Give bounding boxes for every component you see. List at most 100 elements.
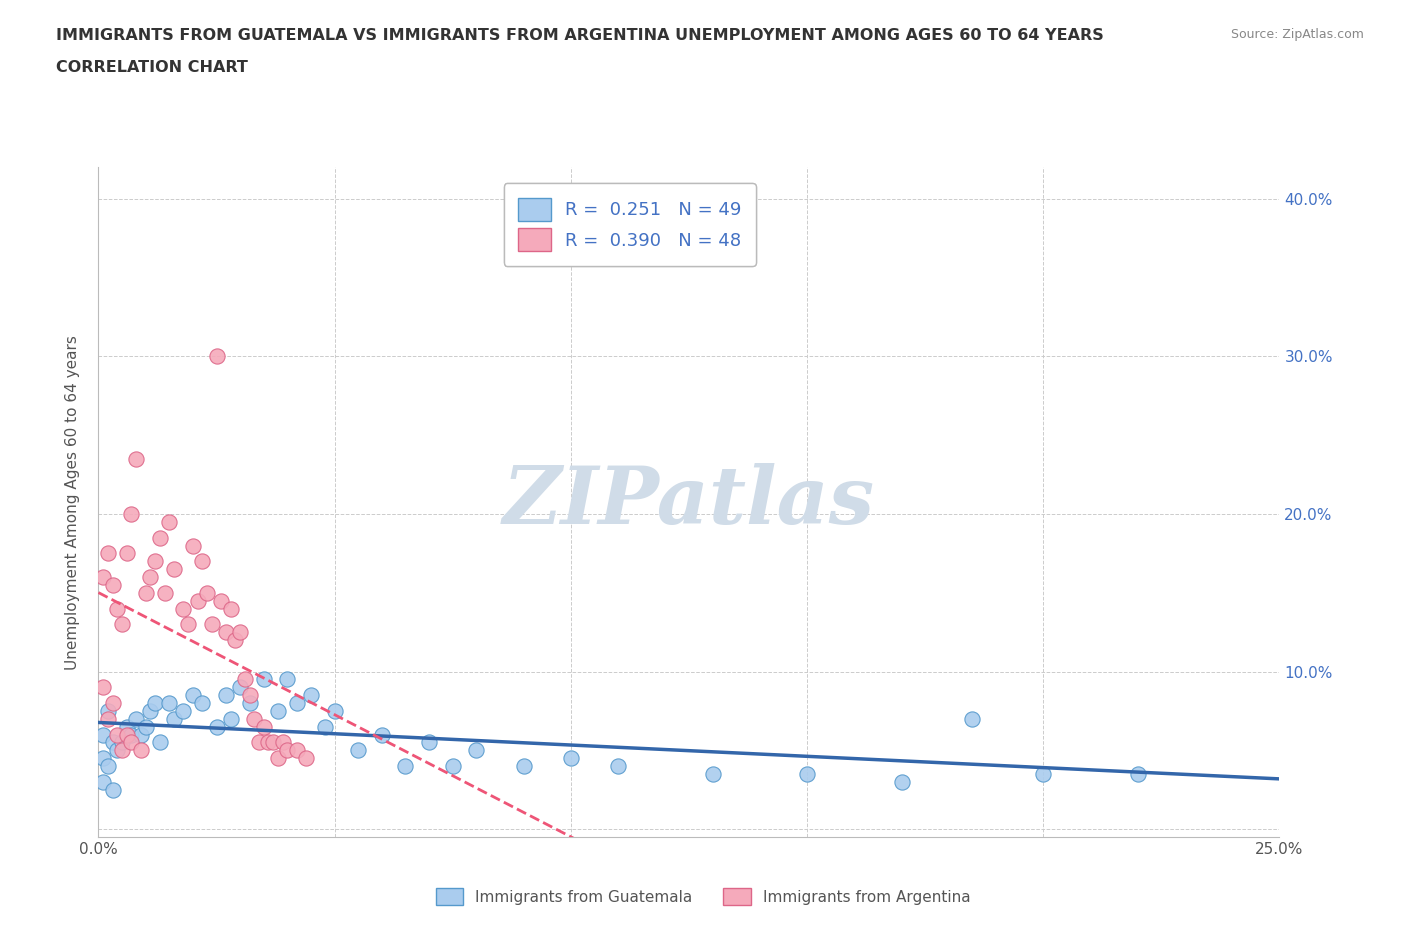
Point	[111, 735, 134, 750]
Point	[394, 759, 416, 774]
Point	[441, 759, 464, 774]
Point	[233, 672, 256, 687]
Point	[323, 703, 346, 718]
Point	[262, 735, 284, 750]
Point	[135, 585, 157, 600]
Point	[101, 782, 124, 797]
Point	[253, 672, 276, 687]
Point	[157, 696, 180, 711]
Point	[143, 554, 166, 569]
Point	[139, 569, 162, 584]
Point	[105, 743, 128, 758]
Text: Source: ZipAtlas.com: Source: ZipAtlas.com	[1230, 28, 1364, 41]
Point	[285, 696, 308, 711]
Point	[157, 514, 180, 529]
Point	[125, 451, 148, 466]
Point	[115, 546, 138, 561]
Point	[129, 743, 152, 758]
Point	[285, 743, 308, 758]
Point	[201, 617, 224, 631]
Point	[111, 617, 134, 631]
Point	[267, 751, 290, 765]
Point	[890, 775, 912, 790]
Point	[295, 751, 318, 765]
Point	[239, 688, 262, 703]
Point	[229, 680, 252, 695]
Point	[243, 711, 266, 726]
Point	[418, 735, 440, 750]
Point	[267, 703, 290, 718]
Point	[191, 696, 214, 711]
Point	[172, 703, 194, 718]
Point	[135, 719, 157, 734]
Point	[177, 617, 200, 631]
Point	[143, 696, 166, 711]
Point	[181, 538, 204, 553]
Legend: Immigrants from Guatemala, Immigrants from Argentina: Immigrants from Guatemala, Immigrants fr…	[427, 880, 979, 913]
Point	[191, 554, 214, 569]
Point	[125, 711, 148, 726]
Point	[111, 743, 134, 758]
Text: IMMIGRANTS FROM GUATEMALA VS IMMIGRANTS FROM ARGENTINA UNEMPLOYMENT AMONG AGES 6: IMMIGRANTS FROM GUATEMALA VS IMMIGRANTS …	[56, 28, 1104, 43]
Point	[121, 727, 143, 742]
Point	[121, 735, 143, 750]
Point	[465, 743, 488, 758]
Point	[209, 593, 232, 608]
Point	[560, 751, 582, 765]
Point	[97, 546, 120, 561]
Y-axis label: Unemployment Among Ages 60 to 64 years: Unemployment Among Ages 60 to 64 years	[65, 335, 80, 670]
Point	[91, 727, 114, 742]
Point	[101, 578, 124, 592]
Point	[97, 703, 120, 718]
Point	[1126, 766, 1149, 781]
Point	[101, 696, 124, 711]
Point	[607, 759, 630, 774]
Point	[205, 719, 228, 734]
Point	[91, 569, 114, 584]
Point	[219, 711, 242, 726]
Point	[257, 735, 280, 750]
Point	[101, 735, 124, 750]
Point	[91, 751, 114, 765]
Point	[153, 585, 176, 600]
Point	[253, 719, 276, 734]
Point	[314, 719, 336, 734]
Point	[224, 632, 246, 647]
Point	[796, 766, 818, 781]
Point	[115, 727, 138, 742]
Point	[195, 585, 218, 600]
Point	[172, 601, 194, 616]
Point	[163, 711, 186, 726]
Point	[187, 593, 209, 608]
Legend: R =  0.251   N = 49, R =  0.390   N = 48: R = 0.251 N = 49, R = 0.390 N = 48	[503, 183, 756, 266]
Point	[129, 727, 152, 742]
Point	[276, 672, 298, 687]
Point	[105, 601, 128, 616]
Point	[215, 625, 238, 640]
Point	[219, 601, 242, 616]
Point	[276, 743, 298, 758]
Point	[702, 766, 724, 781]
Point	[91, 680, 114, 695]
Point	[91, 775, 114, 790]
Point	[299, 688, 322, 703]
Point	[115, 719, 138, 734]
Point	[163, 562, 186, 577]
Point	[512, 759, 534, 774]
Text: ZIPatlas: ZIPatlas	[503, 463, 875, 541]
Point	[97, 759, 120, 774]
Point	[371, 727, 394, 742]
Point	[229, 625, 252, 640]
Point	[215, 688, 238, 703]
Point	[105, 727, 128, 742]
Point	[149, 735, 172, 750]
Point	[962, 711, 984, 726]
Point	[97, 711, 120, 726]
Point	[181, 688, 204, 703]
Point	[149, 530, 172, 545]
Point	[239, 696, 262, 711]
Point	[347, 743, 370, 758]
Point	[247, 735, 270, 750]
Point	[121, 507, 143, 522]
Text: CORRELATION CHART: CORRELATION CHART	[56, 60, 247, 75]
